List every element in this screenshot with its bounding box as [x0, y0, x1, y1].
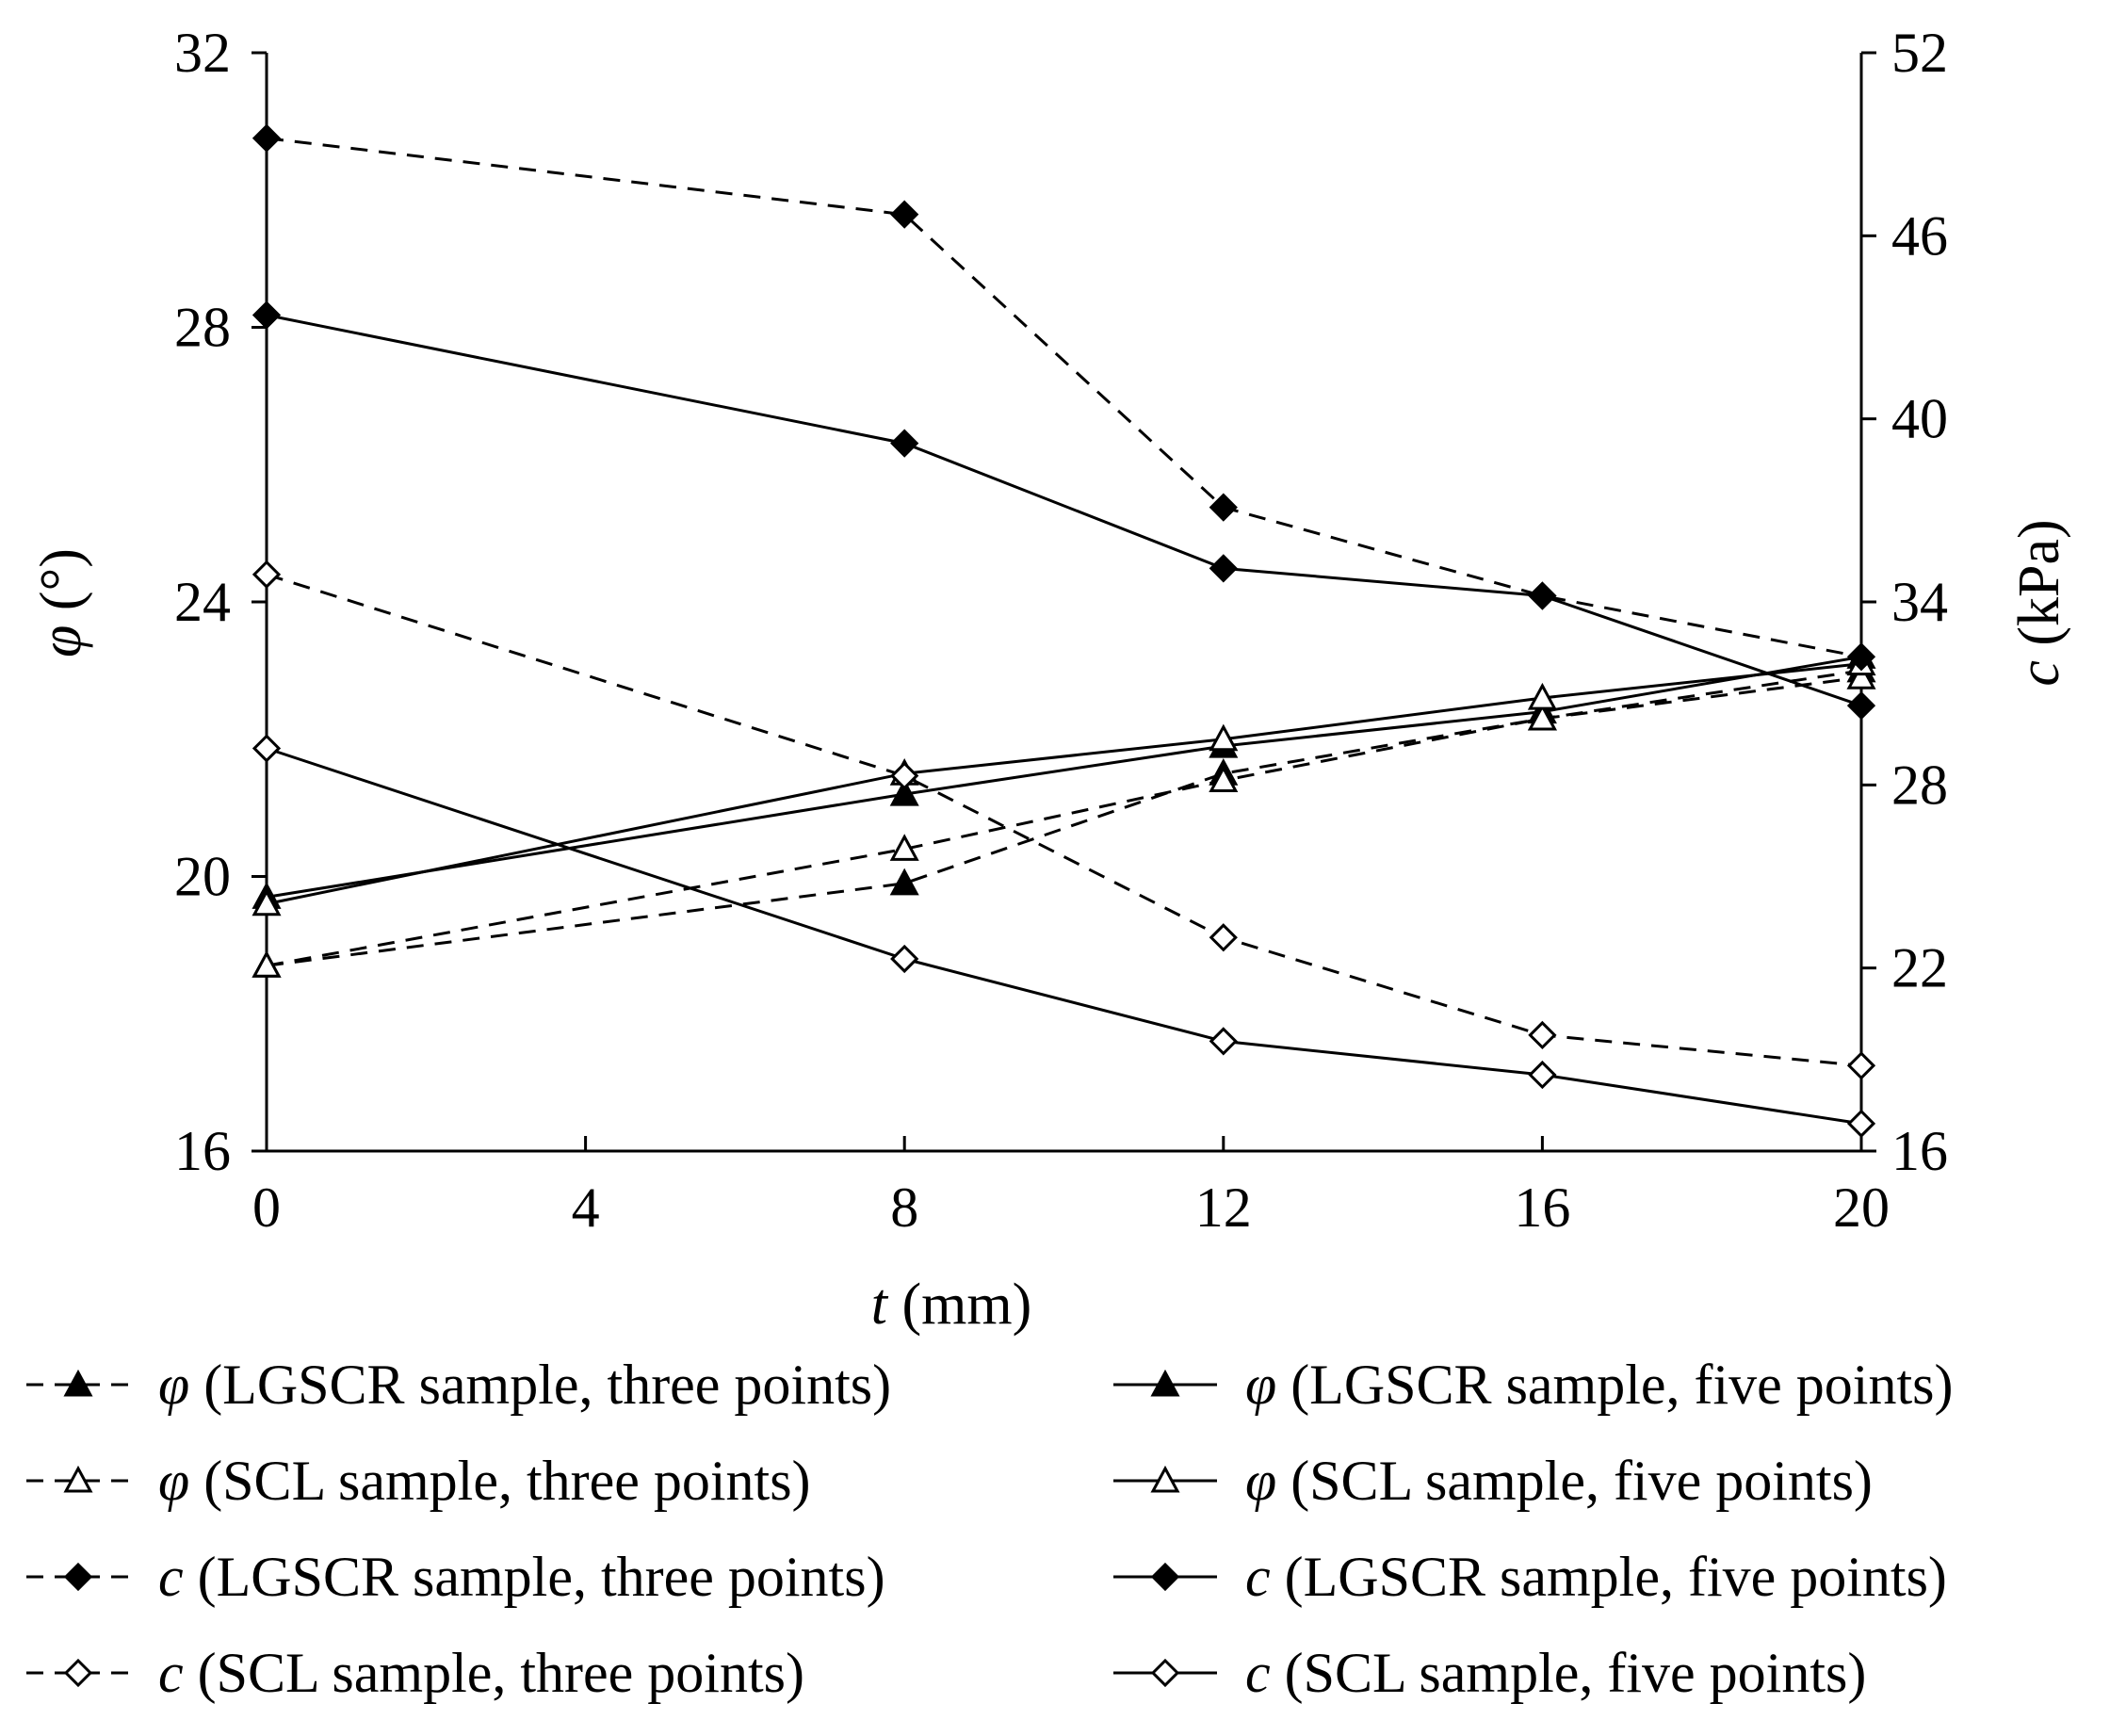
- y-left-axis-title: φ (°): [29, 548, 93, 657]
- legend-marker: [63, 1465, 93, 1493]
- data-point-phi-scl-five: [252, 888, 282, 917]
- data-point-c-lgscr-five: [1528, 581, 1557, 610]
- series-line-c-scl-three: [266, 573, 1862, 1067]
- legend-marker: [1150, 1658, 1180, 1688]
- y-left-tick-label: 16: [174, 1120, 231, 1182]
- data-point-c-lgscr-five: [1846, 691, 1876, 721]
- legend-item-phi-lgscr-five: φ (LGSCR sample, five points): [1113, 1354, 1953, 1416]
- legend-marker: [1150, 1369, 1180, 1397]
- legend-label: φ (LGSCR sample, five points): [1245, 1354, 1953, 1416]
- legend-label: φ (LGSCR sample, three points): [158, 1354, 891, 1416]
- data-point-c-scl-five: [1528, 1060, 1557, 1090]
- legend-item-phi-scl-five: φ (SCL sample, five points): [1113, 1450, 1873, 1512]
- data-point-c-lgscr-five: [890, 429, 919, 458]
- legend-item-c-lgscr-three: c (LGSCR sample, three points): [26, 1546, 885, 1608]
- legend-label: c (LGSCR sample, three points): [158, 1546, 885, 1608]
- legend-label: φ (SCL sample, three points): [158, 1450, 811, 1512]
- data-point-c-scl-three: [1846, 1051, 1876, 1080]
- data-point-c-lgscr-five: [252, 300, 282, 330]
- data-point-c-scl-five: [1846, 1109, 1876, 1138]
- data-point-phi-scl-three: [889, 834, 919, 861]
- series-c-lgscr-three: [252, 123, 1876, 672]
- legend-label: c (SCL sample, five points): [1245, 1642, 1866, 1704]
- legend: φ (LGSCR sample, three points) φ (LGSCR s…: [26, 1354, 1953, 1704]
- x-tick-label: 4: [572, 1176, 600, 1239]
- legend-label: c (LGSCR sample, five points): [1245, 1546, 1947, 1608]
- data-point-phi-lgscr-five: [889, 778, 919, 806]
- x-tick-label: 16: [1514, 1176, 1570, 1239]
- y-right-tick-label: 22: [1891, 937, 1948, 999]
- x-tick-label: 0: [252, 1176, 281, 1239]
- legend-label: φ (SCL sample, five points): [1245, 1450, 1873, 1512]
- data-point-c-scl-five: [1209, 1027, 1238, 1056]
- y-right-tick-label: 28: [1891, 754, 1948, 816]
- series-line-phi-scl-three: [266, 675, 1862, 967]
- axis-titles: t (mm) φ (°) c (kPa): [29, 519, 2071, 1337]
- y-right-tick-label: 52: [1891, 22, 1948, 84]
- data-point-phi-scl-five: [1209, 723, 1239, 752]
- series-line-phi-scl-five: [266, 662, 1862, 906]
- y-right-tick-label: 40: [1891, 388, 1948, 450]
- y-right-tick-label: 34: [1891, 571, 1948, 633]
- series-line-phi-lgscr-five: [266, 655, 1862, 899]
- x-tick-label: 8: [890, 1176, 918, 1239]
- series-c-lgscr-five: [252, 300, 1876, 721]
- legend-item-phi-lgscr-three: φ (LGSCR sample, three points): [26, 1354, 891, 1416]
- y-left-tick-label: 24: [174, 571, 231, 633]
- data-point-c-scl-three: [1528, 1020, 1557, 1050]
- data-point-c-lgscr-three: [890, 200, 919, 229]
- data-point-c-lgscr-five: [1209, 554, 1238, 583]
- data-point-phi-scl-three: [1527, 703, 1557, 731]
- data-point-c-scl-five: [890, 944, 919, 974]
- series-phi-scl-three: [252, 662, 1876, 978]
- legend-label: c (SCL sample, three points): [158, 1642, 804, 1704]
- series-line-phi-lgscr-three: [266, 669, 1862, 967]
- y-left-tick-label: 20: [174, 846, 231, 908]
- data-point-phi-lgscr-three: [889, 868, 919, 896]
- data-point-phi-scl-three: [1846, 662, 1876, 690]
- series-phi-scl-five: [252, 648, 1876, 917]
- data-point-c-lgscr-three: [252, 123, 282, 153]
- legend-marker: [63, 1369, 93, 1397]
- x-axis-title: t (mm): [871, 1273, 1031, 1337]
- data-point-c-scl-three: [890, 761, 919, 790]
- y-left-tick-label: 32: [174, 22, 231, 84]
- y-right-axis-title: c (kPa): [2007, 519, 2071, 686]
- y-right-tick-label: 16: [1891, 1120, 1948, 1182]
- y-left-tick-label: 28: [174, 297, 231, 359]
- x-tick-label: 12: [1195, 1176, 1252, 1239]
- legend-marker: [63, 1562, 93, 1592]
- series-line-c-lgscr-three: [266, 137, 1862, 658]
- data-point-c-scl-three: [252, 560, 282, 589]
- legend-marker: [1150, 1465, 1180, 1493]
- series-layer: [252, 123, 1876, 1138]
- legend-marker: [63, 1658, 93, 1688]
- data-point-phi-scl-three: [252, 950, 282, 978]
- series-c-scl-three: [252, 560, 1876, 1080]
- series-c-scl-five: [252, 734, 1876, 1138]
- legend-item-c-scl-five: c (SCL sample, five points): [1113, 1642, 1866, 1704]
- legend-item-c-scl-three: c (SCL sample, three points): [26, 1642, 804, 1704]
- data-point-phi-scl-three: [1209, 765, 1239, 793]
- legend-item-phi-scl-three: φ (SCL sample, three points): [26, 1450, 811, 1512]
- series-line-c-lgscr-five: [266, 314, 1862, 707]
- series-phi-lgscr-five: [252, 641, 1876, 909]
- data-point-phi-scl-five: [1527, 682, 1557, 710]
- x-tick-label: 20: [1833, 1176, 1890, 1239]
- data-point-c-lgscr-three: [1209, 493, 1238, 522]
- data-point-c-lgscr-three: [1846, 642, 1876, 672]
- data-point-c-scl-three: [1209, 923, 1238, 952]
- data-point-c-scl-five: [252, 734, 282, 763]
- y-right-tick-label: 46: [1891, 204, 1948, 267]
- legend-item-c-lgscr-five: c (LGSCR sample, five points): [1113, 1546, 1947, 1608]
- legend-marker: [1150, 1562, 1180, 1592]
